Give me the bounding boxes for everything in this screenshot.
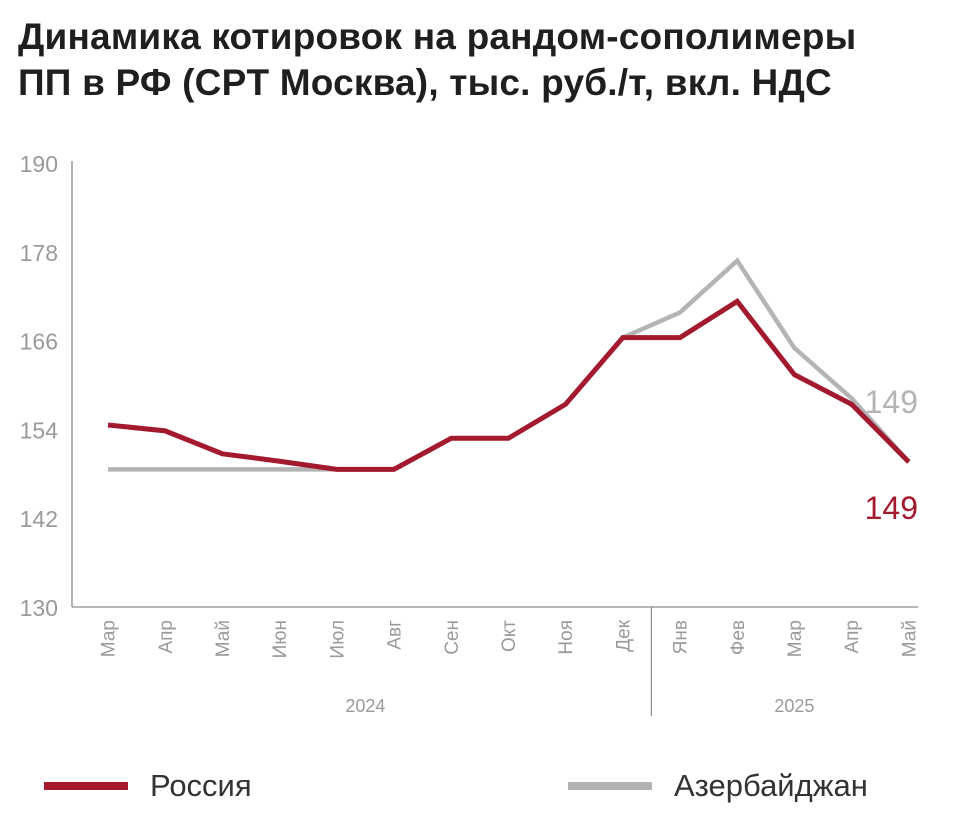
legend-label-russia: Россия: [150, 768, 252, 803]
legend-item-russia: Россия: [44, 764, 252, 808]
x-tick-label: Май: [899, 620, 920, 657]
end-label-azerbaijan: 149: [865, 384, 918, 420]
chart-title-line-1: Динамика котировок на рандом-сополимеры: [18, 16, 857, 57]
y-axis-ticks: 130 142 154 166 178 190: [20, 151, 59, 621]
x-tick-label: Ноя: [556, 620, 577, 655]
legend-swatch-azerbaijan: [568, 782, 652, 790]
x-tick-label: Янв: [671, 620, 692, 654]
x-tick-label: Мар: [785, 620, 806, 657]
x-tick-label: Авг: [385, 620, 406, 650]
year-label: 2024: [345, 696, 385, 716]
legend-item-azerbaijan: Азербайджан: [568, 764, 868, 808]
x-tick-label: Мар: [99, 620, 120, 657]
x-axis-ticks: Мар Апр Май Июн Июл Авг Сен Окт Ноя Дек Янв Фев Мар А…: [99, 619, 921, 658]
series-line-russia: [107, 298, 911, 472]
x-tick-label: Июн: [270, 620, 291, 658]
y-tick-label: 154: [20, 417, 59, 443]
x-tick-label: Сен: [442, 620, 463, 655]
series-lines: [107, 257, 911, 472]
chart-title: Динамика котировок на рандом-сополимеры …: [18, 14, 948, 106]
chart-title-line-2: ПП в РФ (CPT Москва), тыс. руб./т, вкл. …: [18, 62, 832, 103]
y-tick-label: 190: [20, 151, 58, 177]
x-tick-label: Июл: [327, 620, 348, 659]
y-tick-label: 130: [20, 595, 58, 621]
y-tick-label: 142: [20, 506, 58, 532]
x-tick-label: Май: [213, 620, 234, 657]
year-group-labels: 2024 2025: [345, 607, 814, 716]
chart-axes: [71, 161, 918, 608]
legend-label-azerbaijan: Азербайджан: [674, 768, 868, 803]
x-tick-label: Апр: [156, 620, 177, 654]
x-tick-label: Апр: [842, 620, 863, 654]
y-tick-label: 166: [20, 329, 58, 355]
series-end-labels: 149 149: [865, 384, 918, 526]
y-tick-label: 178: [20, 240, 58, 266]
x-tick-label: Окт: [499, 620, 520, 652]
legend-swatch-russia: [44, 782, 128, 790]
series-line-azerbaijan: [621, 257, 911, 464]
year-label: 2025: [774, 696, 814, 716]
x-tick-label: Фев: [728, 620, 749, 655]
end-label-russia: 149: [865, 490, 918, 526]
x-tick-label: Дек: [613, 619, 634, 651]
